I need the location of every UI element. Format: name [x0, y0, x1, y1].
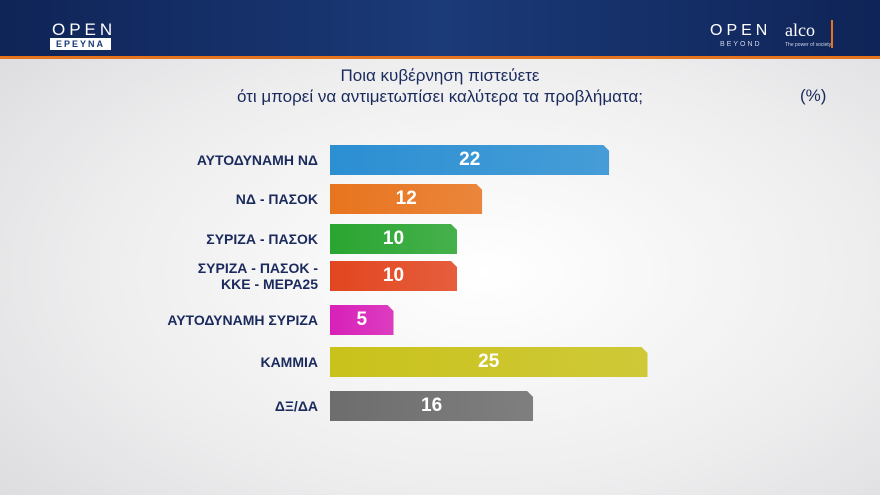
bar: [330, 305, 394, 335]
bar: [330, 391, 533, 421]
value-label: 22: [459, 149, 481, 170]
partner-tagline: The power of society: [785, 42, 832, 48]
category-label: ΝΔ - ΠΑΣΟΚ: [235, 191, 318, 207]
value-label: 12: [395, 188, 417, 209]
logo: OPEN: [710, 22, 772, 39]
category-label: ΑΥΤΟΔΥΝΑΜΗ ΣΥΡΙΖΑ: [167, 312, 318, 328]
logo: OPEN: [52, 20, 117, 39]
category-label: ΣΥΡΙΖΑ - ΠΑΣΟΚ: [206, 231, 318, 247]
chart-title: ότι μπορεί να αντιμετωπίσει καλύτερα τα …: [236, 87, 644, 106]
category-label: ΚΑΜΜΙΑ: [260, 354, 318, 370]
unit-label: (%): [800, 86, 827, 105]
logo-sub: BEYOND: [720, 41, 762, 48]
divider: [831, 20, 833, 48]
category-label: ΑΥΤΟΔΥΝΑΜΗ ΝΔ: [196, 152, 318, 168]
bar: [330, 261, 457, 291]
logo-sub: ΕΡΕΥΝΑ: [50, 38, 112, 50]
bar: [330, 184, 482, 214]
value-label: 10: [382, 265, 405, 286]
value-label: 5: [356, 309, 368, 330]
partner-logo: alco: [785, 20, 815, 40]
chart-title: Ποια κυβέρνηση πιστεύετε: [340, 66, 540, 85]
category-label: ΔΞ/ΔΑ: [274, 398, 318, 414]
value-label: 25: [478, 351, 500, 372]
bar: [330, 145, 609, 175]
header-bar: OPEN ΕΡΕΥΝΑ OPEN BEYOND alco The power o…: [0, 0, 880, 59]
category-label: ΣΥΡΙΖΑ - ΠΑΣΟΚ - ΚΚΕ - ΜΕΡΑ25: [197, 260, 318, 292]
bar: [330, 224, 457, 254]
value-label: 16: [421, 395, 443, 416]
bar: [330, 347, 648, 377]
value-label: 10: [382, 228, 405, 249]
